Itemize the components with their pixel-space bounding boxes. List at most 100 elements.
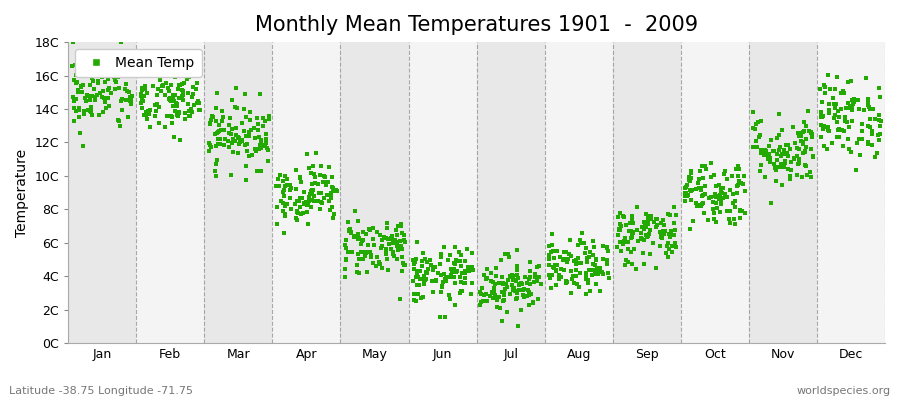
Point [649, 216, 663, 222]
Point [238, 142, 252, 148]
Point [172, 95, 186, 101]
Point [678, 190, 692, 196]
Point [76, 111, 91, 117]
Point [680, 193, 694, 199]
Point [407, 290, 421, 297]
Point [549, 282, 563, 288]
Point [394, 220, 409, 227]
Point [586, 238, 600, 244]
Point [616, 241, 630, 248]
Point [749, 121, 763, 127]
Point [452, 258, 466, 264]
Point [254, 145, 268, 151]
Point [297, 200, 311, 206]
Point [610, 232, 625, 238]
Point [279, 201, 293, 207]
Point [621, 239, 635, 245]
Point [706, 172, 721, 178]
Point [613, 226, 627, 232]
Point [667, 220, 681, 226]
Point [861, 96, 876, 103]
Point [506, 285, 520, 291]
Point [664, 242, 679, 249]
Point [121, 114, 135, 120]
Bar [613, 42, 680, 343]
Point [352, 256, 366, 262]
Point [359, 231, 374, 237]
Point [695, 163, 709, 169]
Point [762, 143, 777, 150]
Point [861, 138, 876, 145]
Point [188, 86, 202, 93]
Text: Latitude -38.75 Longitude -71.75: Latitude -38.75 Longitude -71.75 [9, 386, 193, 396]
Point [410, 268, 425, 274]
Point [581, 280, 596, 286]
Point [586, 266, 600, 273]
Point [397, 237, 411, 243]
Point [873, 94, 887, 100]
Point [831, 127, 845, 134]
Point [696, 192, 710, 198]
Point [783, 146, 797, 152]
Point [418, 276, 433, 282]
Point [292, 198, 307, 204]
Point [500, 284, 515, 291]
Point [569, 266, 583, 273]
Point [509, 277, 524, 284]
Point [861, 123, 876, 129]
Point [194, 106, 208, 113]
Point [481, 266, 495, 272]
Point [294, 195, 309, 201]
Point [580, 259, 594, 266]
Point [824, 86, 838, 92]
Point [86, 86, 101, 92]
Point [315, 200, 329, 206]
Point [799, 163, 814, 169]
Point [429, 277, 444, 283]
Point [75, 89, 89, 96]
Point [767, 147, 781, 154]
Point [481, 298, 495, 304]
Point [599, 260, 614, 266]
Point [761, 151, 776, 157]
Point [488, 292, 502, 298]
Point [750, 144, 764, 150]
Point [284, 184, 299, 191]
Point [428, 278, 443, 284]
Point [254, 168, 268, 174]
Point [474, 291, 489, 298]
Point [138, 93, 152, 99]
Point [790, 130, 805, 136]
Point [563, 253, 578, 260]
Point [410, 270, 424, 276]
Point [114, 106, 129, 113]
Point [547, 262, 562, 268]
Point [374, 232, 388, 238]
Point [859, 74, 873, 81]
Point [556, 266, 571, 273]
Point [156, 83, 170, 90]
Point [484, 270, 499, 276]
Point [339, 257, 354, 264]
Point [250, 127, 265, 134]
Point [426, 289, 440, 296]
Point [318, 179, 332, 185]
Point [258, 140, 273, 146]
Point [735, 208, 750, 214]
Point [560, 259, 574, 265]
Point [473, 289, 488, 295]
Point [101, 87, 115, 94]
Point [527, 270, 542, 277]
Point [99, 104, 113, 111]
Point [788, 156, 802, 162]
Point [171, 81, 185, 88]
Point [454, 252, 468, 258]
Point [148, 101, 162, 108]
Point [613, 239, 627, 245]
Point [251, 121, 266, 128]
Point [137, 112, 151, 118]
Point [762, 152, 777, 158]
Point [572, 284, 587, 290]
Point [418, 268, 433, 275]
Point [814, 98, 829, 105]
